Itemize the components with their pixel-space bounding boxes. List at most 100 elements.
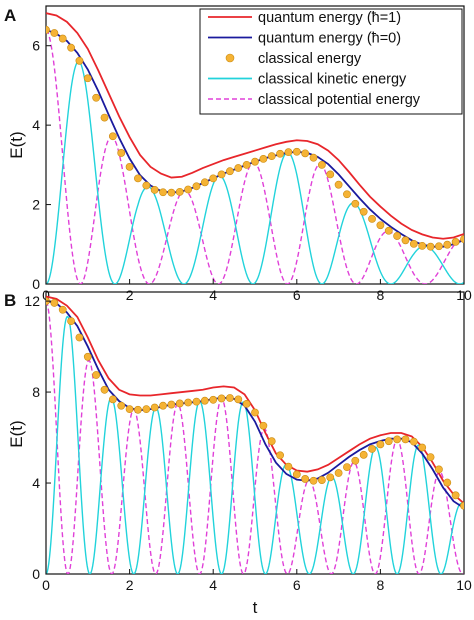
classical-energy-point — [100, 113, 109, 122]
series-classical-kinetic-energy-line — [46, 60, 464, 284]
series-quantum-energy-1-line — [46, 295, 464, 505]
classical-energy-point — [326, 473, 335, 482]
classical-energy-point — [259, 421, 268, 430]
classical-energy-point — [200, 178, 209, 187]
series-classical-potential-energy-line — [46, 300, 464, 574]
classical-energy-point — [167, 188, 176, 197]
x-ticks-b: 0 2 4 6 8 10 — [42, 569, 472, 593]
classical-energy-point — [317, 476, 326, 484]
x-tick-label: 6 — [293, 577, 301, 593]
classical-energy-point — [393, 232, 402, 240]
classical-energy-point — [242, 160, 251, 169]
classical-energy-point — [58, 305, 67, 314]
legend-entry-label: classical potential energy — [258, 92, 421, 108]
y-ticks-b: 0 4 8 12 — [24, 293, 51, 582]
classical-energy-point — [192, 397, 201, 406]
classical-energy-point — [83, 352, 92, 361]
classical-energy-point — [192, 182, 201, 191]
classical-energy-point — [284, 148, 293, 157]
x-tick-label: 8 — [377, 287, 385, 303]
classical-energy-point — [418, 241, 427, 250]
series-quantum-energy-1-line — [46, 12, 464, 240]
y-tick-label: 0 — [32, 276, 40, 292]
legend-entry-label: classical kinetic energy — [258, 72, 407, 88]
classical-energy-point — [401, 435, 410, 444]
classical-energy-point — [117, 149, 126, 157]
classical-energy-point — [259, 154, 268, 163]
classical-energy-point — [217, 170, 226, 179]
classical-energy-point — [267, 437, 276, 446]
classical-energy-point — [376, 440, 385, 449]
panel-b: 0 2 4 6 8 10 0 4 8 12 B E(t) t — [4, 291, 472, 617]
classical-energy-point — [401, 236, 410, 245]
x-tick-label: 4 — [209, 287, 217, 303]
classical-energy-point — [50, 299, 59, 307]
classical-energy-point — [276, 149, 284, 158]
classical-energy-point — [142, 181, 151, 190]
classical-energy-point — [368, 214, 376, 223]
y-tick-label: 4 — [32, 475, 40, 491]
panel-label-b: B — [4, 291, 16, 310]
y-tick-label: 12 — [24, 293, 40, 309]
classical-energy-point — [451, 491, 460, 500]
classical-energy-point — [351, 199, 360, 208]
classical-energy-point — [125, 405, 134, 414]
classical-energy-point — [351, 456, 360, 465]
x-axis-label: t — [253, 598, 258, 617]
classical-energy-point — [409, 437, 418, 446]
x-tick-label: 0 — [42, 577, 50, 593]
classical-energy-point — [309, 153, 318, 162]
classical-energy-point — [251, 157, 259, 166]
classical-energy-point — [108, 132, 117, 141]
x-ticks-a: 0 2 4 6 8 10 — [42, 279, 472, 303]
classical-energy-point — [242, 399, 251, 408]
y-axis-label-b: E(t) — [7, 420, 26, 447]
classical-energy-point — [175, 187, 184, 196]
legend-entry-label: quantum energy (ħ=0) — [258, 31, 401, 47]
x-tick-label: 10 — [456, 577, 472, 593]
legend: quantum energy (ħ=1) quantum energy (ħ=0)… — [199, 8, 463, 115]
classical-energy-point — [359, 207, 368, 216]
classical-energy-point — [359, 450, 368, 459]
classical-energy-point — [175, 399, 184, 408]
series-layer-a — [46, 12, 464, 284]
classical-energy-point — [67, 317, 75, 326]
classical-energy-point — [226, 167, 234, 176]
classical-energy-point — [159, 188, 167, 197]
classical-energy-point — [435, 465, 443, 474]
classical-energy-point — [368, 445, 376, 453]
y-tick-label: 8 — [32, 384, 40, 400]
classical-energy-point — [443, 478, 452, 487]
classical-energy-point — [134, 174, 142, 183]
classical-energy-point — [150, 185, 159, 194]
classical-energy-point — [134, 405, 142, 414]
classical-energy-point — [426, 453, 435, 462]
classical-energy-point — [117, 401, 126, 410]
series-layer-b — [46, 295, 464, 574]
classical-energy-point — [234, 395, 243, 404]
x-tick-label: 6 — [293, 287, 301, 303]
classical-energy-point — [58, 34, 67, 43]
classical-energy-point — [301, 475, 310, 483]
x-tick-label: 4 — [209, 577, 217, 593]
classical-energy-point — [418, 443, 427, 452]
plot-frame-b — [45, 291, 465, 575]
classical-energy-point — [309, 476, 318, 485]
classical-energy-point — [46, 25, 50, 34]
classical-energy-point — [343, 190, 351, 199]
classical-energy-point — [142, 405, 151, 414]
classical-energy-point — [426, 242, 435, 251]
classical-energy-point — [384, 226, 393, 235]
classical-energy-point — [234, 164, 243, 172]
legend-box — [199, 8, 463, 115]
y-axis-label-a: E(t) — [7, 131, 26, 158]
classical-energy-point — [67, 43, 75, 52]
plot-frame-a — [45, 5, 465, 285]
classical-energy-point — [200, 396, 209, 405]
classical-energy-point — [251, 408, 259, 417]
classical-energy-point — [159, 401, 167, 410]
classical-energy-point — [326, 170, 335, 179]
classical-energy-point — [334, 180, 343, 189]
classical-energy-point — [209, 174, 218, 183]
